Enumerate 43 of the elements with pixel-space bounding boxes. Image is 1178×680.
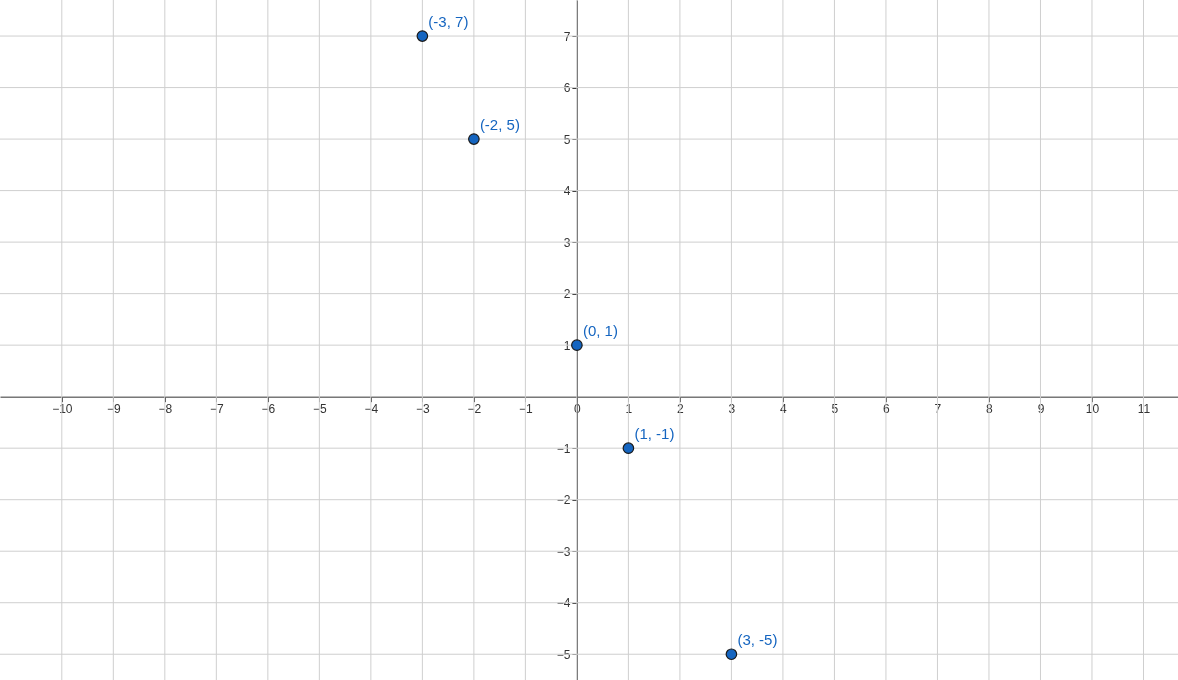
y-tick-label: 3 — [563, 235, 571, 250]
x-tick-label: 1 — [625, 402, 633, 417]
point — [725, 648, 738, 661]
point — [416, 30, 429, 42]
x-tick-label: 8 — [986, 402, 994, 417]
point — [571, 339, 583, 351]
x-tick-label: −4 — [364, 402, 379, 417]
y-tick-label: 2 — [563, 287, 571, 302]
y-tick-label: 5 — [563, 132, 571, 147]
x-tick-label: −10 — [52, 402, 73, 417]
annotation: (1, -1) — [634, 425, 675, 443]
y-tick-label: 4 — [563, 184, 571, 199]
y-tick-label: −2 — [556, 493, 571, 508]
x-tick-label: 2 — [677, 402, 685, 417]
x-tick-label: −2 — [467, 402, 482, 417]
x-tick-label: −8 — [158, 402, 173, 417]
x-tick-label: −9 — [106, 402, 121, 417]
x-tick-label: 7 — [934, 402, 942, 417]
annotation: (-2, 5) — [479, 116, 520, 134]
x-tick-label: −7 — [209, 402, 224, 417]
y-tick-label: −5 — [556, 647, 571, 662]
x-tick-label: −6 — [261, 402, 276, 417]
annotation: (-3, 7) — [428, 13, 469, 31]
y-tick-label: 7 — [563, 29, 571, 44]
x-tick-label: −5 — [313, 402, 328, 417]
y-tick-label: 1 — [563, 338, 571, 353]
x-tick-label: 10 — [1085, 402, 1100, 417]
annotation: (3, -5) — [737, 631, 778, 649]
x-tick-label: 6 — [883, 402, 891, 417]
x-tick-label: −3 — [416, 402, 431, 417]
y-tick-label: 6 — [563, 81, 571, 96]
x-tick-label: 9 — [1037, 402, 1045, 417]
annotation: (0, 1) — [582, 322, 618, 340]
point — [468, 133, 480, 145]
x-tick-label: 5 — [831, 402, 839, 417]
x-tick-label: 4 — [780, 402, 788, 417]
x-tick-label: −1 — [519, 402, 534, 417]
x-tick-label: 3 — [728, 402, 736, 417]
x-tick-label: 11 — [1137, 402, 1151, 417]
y-tick-label: −1 — [556, 441, 571, 456]
y-tick-label: −3 — [556, 544, 571, 559]
y-tick-label: −4 — [556, 596, 571, 611]
point — [622, 442, 635, 455]
